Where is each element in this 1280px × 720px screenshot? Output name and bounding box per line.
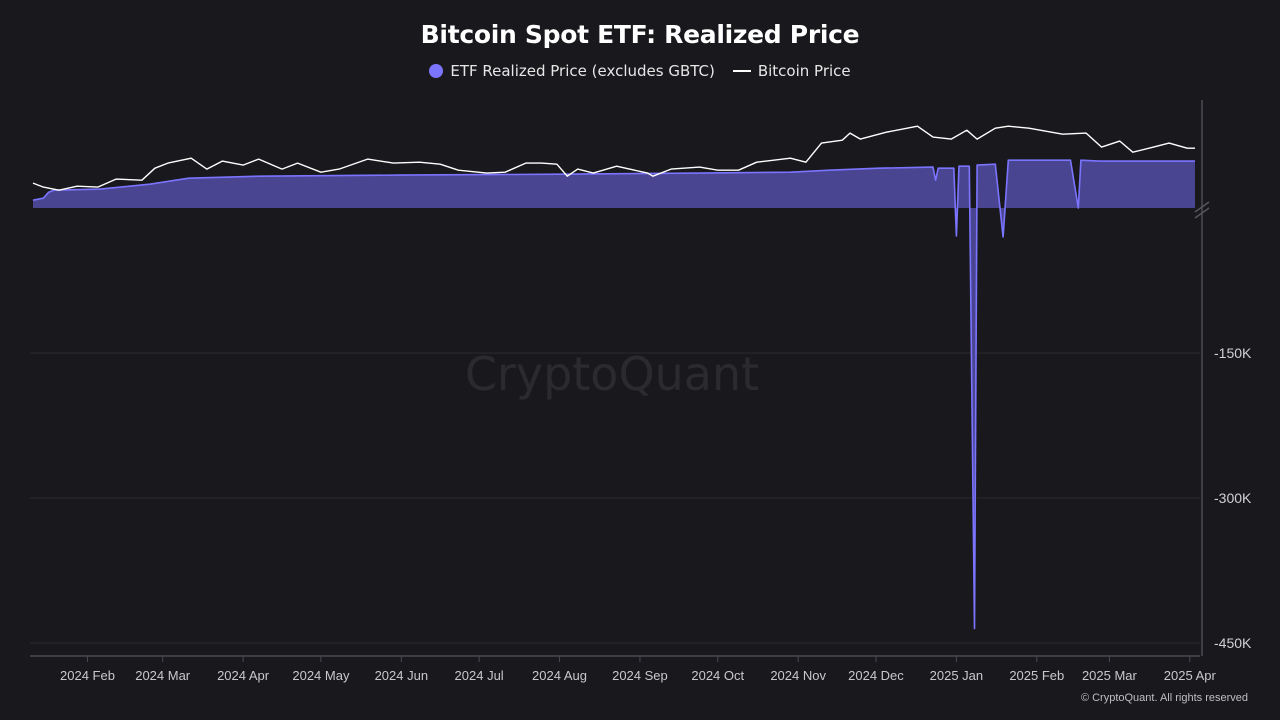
legend-item-bitcoin-price[interactable]: Bitcoin Price (732, 62, 851, 80)
y-tick-label: -150K (1214, 345, 1252, 361)
x-tick-label: 2024 Feb (60, 668, 115, 683)
legend-line-icon (732, 70, 751, 72)
x-tick-label: 2024 Mar (135, 668, 191, 683)
x-tick-label: 2025 Mar (1082, 668, 1138, 683)
x-tick-label: 2024 Jun (375, 668, 429, 683)
x-tick-label: 2025 Feb (1009, 668, 1064, 683)
x-tick-label: 2024 Sep (612, 668, 668, 683)
x-tick-label: 2024 Nov (770, 668, 826, 683)
y-tick-label: -450K (1214, 635, 1252, 651)
legend-label: Bitcoin Price (757, 62, 851, 80)
x-tick-label: 2024 Apr (217, 668, 270, 683)
x-tick-label: 2025 Jan (930, 668, 984, 683)
x-tick-label: 2025 Apr (1164, 668, 1217, 683)
y-tick-label: -300K (1214, 490, 1252, 506)
chart-title: Bitcoin Spot ETF: Realized Price (420, 20, 860, 49)
x-tick-label: 2024 Jul (455, 668, 504, 683)
x-tick-label: 2024 Aug (532, 668, 587, 683)
copyright: © CryptoQuant. All rights reserved (1080, 692, 1248, 704)
watermark: CryptoQuant (465, 347, 759, 401)
x-tick-label: 2024 May (292, 668, 350, 683)
legend-dot-icon (429, 64, 444, 78)
legend: ETF Realized Price (excludes GBTC) Bitco… (0, 62, 1280, 80)
legend-label: ETF Realized Price (excludes GBTC) (450, 62, 715, 80)
x-tick-label: 2024 Oct (691, 668, 744, 683)
axis-break-icon (1194, 201, 1210, 219)
legend-item-etf-realized-price[interactable]: ETF Realized Price (excludes GBTC) (429, 62, 715, 80)
x-tick-label: 2024 Dec (848, 668, 904, 683)
